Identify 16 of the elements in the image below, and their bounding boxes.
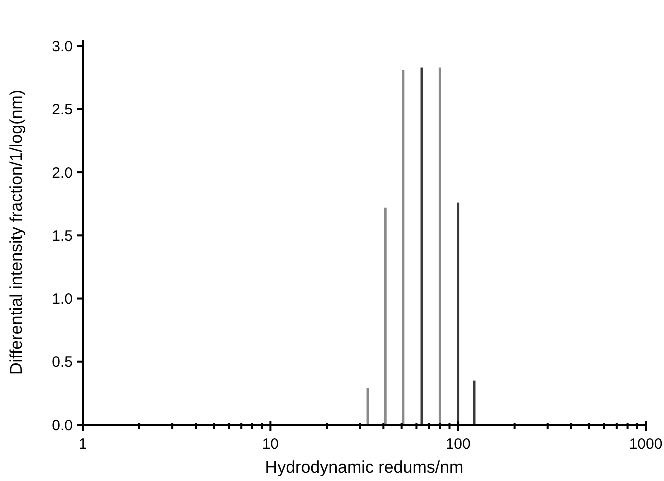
y-tick-label: 0.0 xyxy=(52,417,73,434)
y-tick-label: 1.0 xyxy=(52,291,73,308)
x-tick-label: 10 xyxy=(262,436,280,453)
x-tick-label: 1000 xyxy=(629,436,663,453)
x-tick-label: 1 xyxy=(78,436,88,453)
bar xyxy=(384,208,387,425)
y-tick-label: 1.5 xyxy=(52,228,73,245)
x-tick-label: 100 xyxy=(446,436,471,453)
y-tick-label: 3.0 xyxy=(52,38,73,56)
y-tick-label: 2.5 xyxy=(52,102,73,119)
y-tick-label: 2.0 xyxy=(52,164,73,182)
y-tick-label: 0.5 xyxy=(52,354,73,372)
x-axis-title: Hydrodynamic redums/nm xyxy=(265,458,464,477)
bar xyxy=(457,202,460,425)
bar xyxy=(438,68,442,425)
y-axis-title: Differential intensity fraction/1/log(nm) xyxy=(7,90,26,376)
